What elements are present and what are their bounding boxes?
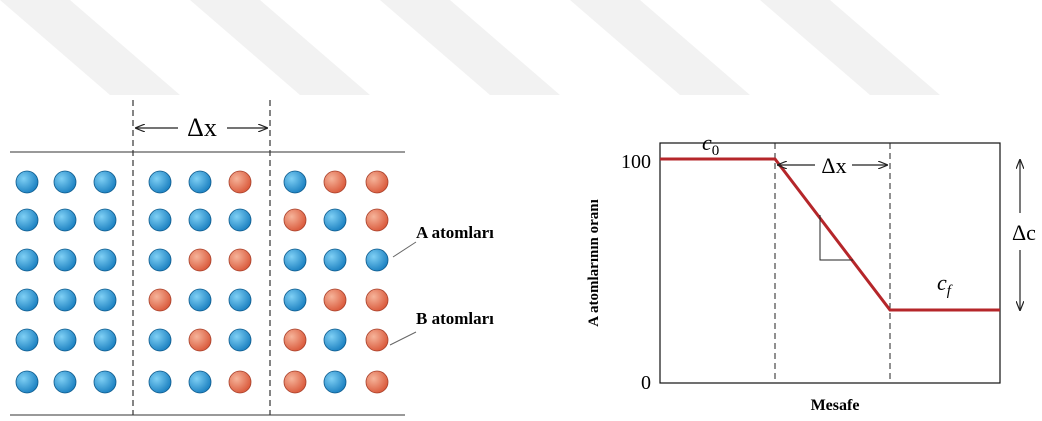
delta-label: Δc (1012, 220, 1036, 245)
symbol: c (937, 270, 947, 295)
atom-b (229, 249, 251, 271)
atom-a (16, 249, 38, 271)
atom-a (54, 249, 76, 271)
label: B atomları (416, 309, 494, 328)
atom-a (16, 171, 38, 193)
atom-b (366, 329, 388, 351)
atom-a (324, 329, 346, 351)
atom-a (149, 329, 171, 351)
atom-a (16, 371, 38, 393)
atom-a (54, 289, 76, 311)
atom-a (54, 171, 76, 193)
atom-a (189, 371, 211, 393)
atom-b (324, 171, 346, 193)
atom-a (366, 249, 388, 271)
atom-a (16, 209, 38, 231)
atom-a (149, 249, 171, 271)
atom-b (324, 289, 346, 311)
atom-a (94, 249, 116, 271)
atom-a (149, 371, 171, 393)
delta-label: Δx (821, 153, 846, 178)
atom-b (366, 171, 388, 193)
subscript: f (947, 283, 953, 299)
x-axis-label: Mesafe (811, 397, 860, 414)
atom-a (324, 209, 346, 231)
atom-a (189, 289, 211, 311)
atom-a (229, 329, 251, 351)
c0-label: c0 (702, 130, 719, 159)
atom-a (149, 209, 171, 231)
y-tick-label: 0 (641, 372, 651, 394)
delta-label: Δx (187, 113, 217, 142)
atom-a (189, 171, 211, 193)
label: A atomları (416, 223, 494, 242)
atom-b (229, 371, 251, 393)
atom-b (366, 371, 388, 393)
atom-a (284, 249, 306, 271)
atom-a (54, 371, 76, 393)
atom-b (149, 289, 171, 311)
atom-a (94, 329, 116, 351)
frame (660, 143, 1000, 383)
atom-a (229, 209, 251, 231)
atom-a (149, 171, 171, 193)
atom-panel (10, 100, 416, 415)
atom-b (284, 329, 306, 351)
atom-b (189, 329, 211, 351)
cf-label: cf (937, 270, 953, 299)
atom-a (324, 249, 346, 271)
symbol: c (702, 130, 712, 155)
atom-a (229, 289, 251, 311)
atom-b (284, 209, 306, 231)
atom-a (324, 371, 346, 393)
atom-a (94, 371, 116, 393)
atom-b (284, 371, 306, 393)
atom-a (284, 171, 306, 193)
atom-a (94, 209, 116, 231)
atom-a (284, 289, 306, 311)
graph-panel (660, 143, 1020, 383)
atom-a (16, 289, 38, 311)
leader-line (393, 242, 416, 257)
atom-a (54, 209, 76, 231)
atom-b (366, 289, 388, 311)
atom-a (94, 171, 116, 193)
atom-a (54, 329, 76, 351)
y-tick-label: 100 (621, 151, 651, 173)
leader-line (390, 332, 416, 345)
watermark (0, 0, 940, 95)
subscript: 0 (712, 143, 720, 159)
figure: Δx A atomları B atomları 100 0 A atomlar… (0, 0, 1042, 421)
atom-a (189, 209, 211, 231)
atom-a (16, 329, 38, 351)
atom-b (366, 209, 388, 231)
atom-b (189, 249, 211, 271)
atom-b (229, 171, 251, 193)
atom-a (94, 289, 116, 311)
y-axis-label: A atomlarının oranı (586, 199, 602, 327)
